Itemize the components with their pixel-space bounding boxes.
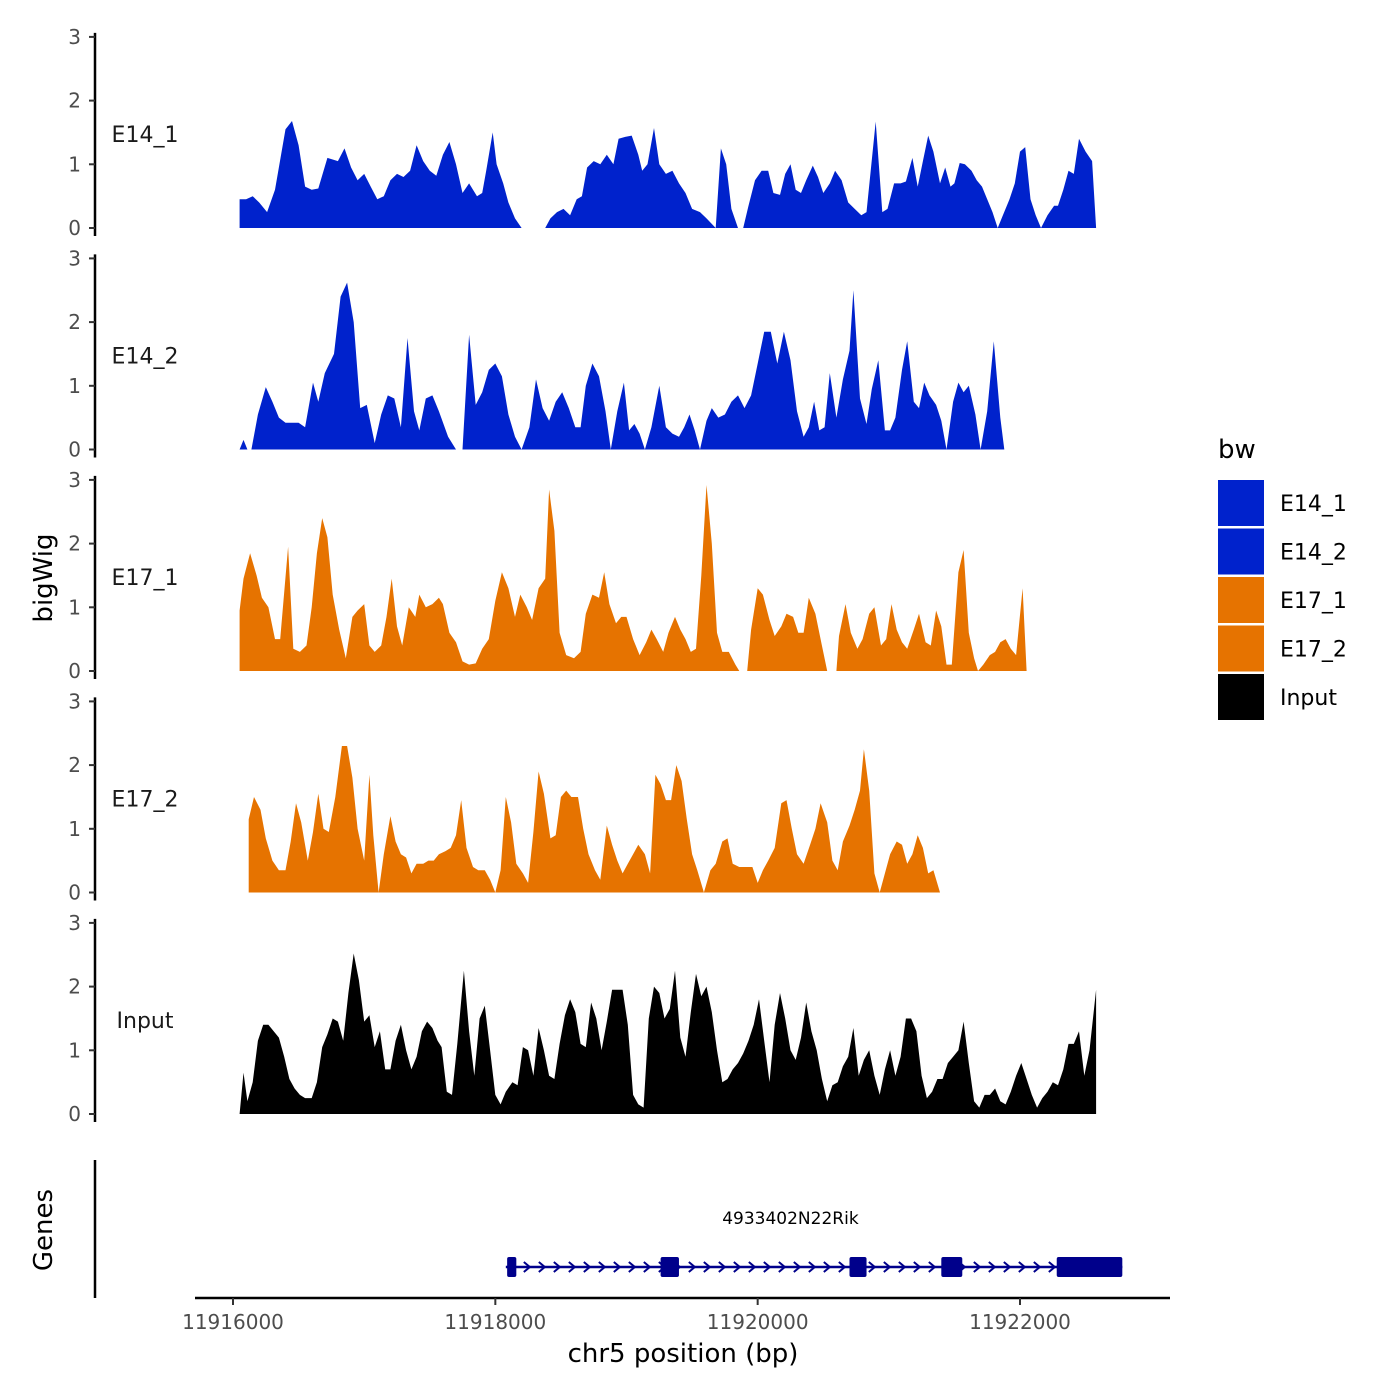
strand-arrow (988, 1261, 997, 1273)
x-axis: chr5 position (bp) 11916000 11918000 11920… (182, 1296, 1170, 1369)
track-E17_1: 0 1 2 3 E17_1 (68, 468, 1027, 683)
track-E14_1: 0 1 2 3 E14_1 (68, 25, 1097, 240)
y-tick-label-E17_1-2: 2 (68, 532, 81, 556)
x-tick-label-11918000: 11918000 (444, 1310, 546, 1334)
y-tick-label-E14_2-3: 3 (68, 246, 81, 270)
gene-name-label: 4933402N22Rik (722, 1209, 859, 1229)
bigwig-tracks: 0 1 2 3 E14_1 0 1 2 3 E14_2 0 1 2 3 E17_1 0 1 2 3 E17_2 0 1 2 3… (68, 25, 1097, 1126)
y-tick-label-E14_2-1: 1 (68, 374, 81, 398)
legend-key-E17_2 (1218, 625, 1264, 672)
y-tick-label-E17_1-3: 3 (68, 468, 81, 492)
y-tick-label-E14_1-2: 2 (68, 89, 81, 113)
area-E14_2 (239, 282, 1005, 450)
area-E17_2 (248, 746, 946, 893)
y-tick-label-Input-0: 0 (68, 1102, 81, 1126)
track-E14_2: 0 1 2 3 E14_2 (68, 246, 1005, 462)
y-tick-label-E17_1-1: 1 (68, 595, 81, 619)
y-tick-label-E17_2-0: 0 (68, 881, 81, 905)
strand-arrow (883, 1261, 892, 1273)
x-axis-title: chr5 position (bp) (568, 1339, 799, 1369)
track-E17_2: 0 1 2 3 E17_2 (68, 689, 946, 905)
strand-arrow (688, 1261, 697, 1273)
x-tick-label-11916000: 11916000 (182, 1310, 284, 1334)
strand-arrow (1033, 1261, 1042, 1273)
strand-arrow (553, 1261, 562, 1273)
strand-arrow (793, 1261, 802, 1273)
strand-arrow (838, 1261, 847, 1273)
legend-key-E14_2 (1218, 528, 1264, 575)
strand-arrow (538, 1261, 547, 1273)
genes-panel-title: Genes (29, 1189, 59, 1271)
legend-key-Input (1218, 674, 1264, 720)
y-tick-label-E14_1-3: 3 (68, 25, 81, 49)
y-tick-label-E17_2-2: 2 (68, 753, 81, 777)
exon-5 (1056, 1257, 1123, 1277)
strand-arrow (748, 1261, 757, 1273)
x-tick-label-11922000: 11922000 (969, 1310, 1071, 1334)
strand-arrow (808, 1261, 817, 1273)
legend-label-E17_2: E17_2 (1280, 638, 1347, 663)
strand-arrow (568, 1261, 577, 1273)
strand-arrow (778, 1261, 787, 1273)
strand-arrow (868, 1261, 877, 1273)
strand-arrow (823, 1261, 832, 1273)
strand-arrow (643, 1261, 652, 1273)
x-tick-label-11920000: 11920000 (707, 1310, 809, 1334)
legend-label-Input: Input (1280, 686, 1337, 711)
track-label-E17_1: E17_1 (112, 566, 179, 591)
strand-arrow (583, 1261, 592, 1273)
strand-arrow (628, 1261, 637, 1273)
strand-arrow (703, 1261, 712, 1273)
legend-label-E17_1: E17_1 (1280, 589, 1347, 614)
exon-4 (941, 1257, 963, 1277)
y-tick-label-E17_2-1: 1 (68, 817, 81, 841)
y-tick-label-Input-2: 2 (68, 975, 81, 999)
track-Input: 0 1 2 3 Input (68, 911, 1097, 1126)
strand-arrow (1003, 1261, 1012, 1273)
legend-key-E17_1 (1218, 577, 1264, 623)
area-E14_1 (239, 121, 1097, 228)
track-label-E17_2: E17_2 (112, 788, 179, 813)
y-tick-label-E14_2-0: 0 (68, 438, 81, 462)
track-label-Input: Input (117, 1009, 174, 1034)
strand-arrow (1048, 1261, 1057, 1273)
y-tick-label-E14_1-1: 1 (68, 152, 81, 176)
y-axis-title: bigWig (29, 533, 59, 622)
strand-arrow (733, 1261, 742, 1273)
strand-arrow (928, 1261, 937, 1273)
area-E17_1 (239, 485, 1027, 671)
exon-1 (507, 1257, 517, 1277)
exon-2 (660, 1257, 679, 1277)
strand-arrow (1018, 1261, 1027, 1273)
strand-arrow (913, 1261, 922, 1273)
strand-arrow (973, 1261, 982, 1273)
y-tick-label-Input-3: 3 (68, 911, 81, 935)
legend-title: bw (1218, 435, 1256, 465)
strand-arrow (613, 1261, 622, 1273)
y-tick-label-E14_1-0: 0 (68, 216, 81, 240)
legend: bw E14_1 E14_2 E17_1 E17_2 Input (1218, 435, 1347, 720)
track-label-E14_1: E14_1 (112, 123, 179, 148)
legend-label-E14_1: E14_1 (1280, 492, 1347, 517)
strand-arrow (763, 1261, 772, 1273)
y-tick-label-E14_2-2: 2 (68, 310, 81, 334)
area-Input (239, 953, 1097, 1114)
gene-4933402N22Rik: 4933402N22Rik (505, 1209, 1123, 1277)
strand-arrow (523, 1261, 532, 1273)
strand-arrow (718, 1261, 727, 1273)
genes-panel: Genes 4933402N22Rik (29, 1160, 1123, 1298)
y-tick-label-E17_1-0: 0 (68, 659, 81, 683)
track-label-E14_2: E14_2 (112, 345, 179, 370)
y-tick-label-E17_2-3: 3 (68, 689, 81, 713)
legend-key-E14_1 (1218, 480, 1264, 526)
strand-arrow (598, 1261, 607, 1273)
strand-arrow (898, 1261, 907, 1273)
legend-label-E14_2: E14_2 (1280, 541, 1347, 566)
exon-3 (849, 1257, 867, 1277)
y-tick-label-Input-1: 1 (68, 1038, 81, 1062)
